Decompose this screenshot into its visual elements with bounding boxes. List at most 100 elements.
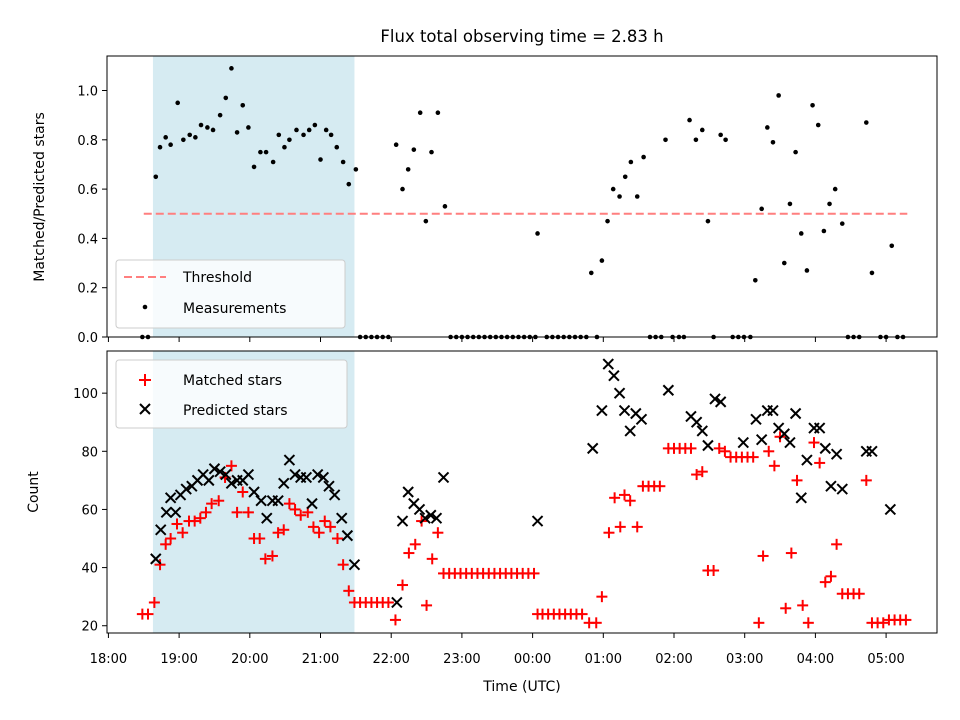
measurement-point: [588, 270, 594, 276]
predicted-star-point: [690, 416, 703, 428]
top-y-tick-label: 0.0: [77, 331, 98, 346]
predicted-star-point: [225, 477, 238, 489]
predicted-star-point: [155, 524, 167, 536]
predicted-star-point: [635, 413, 648, 426]
matched-star-point: [853, 588, 865, 600]
legend-matched-label: Matched stars: [183, 373, 282, 389]
bottom-y-tick-label: 80: [81, 445, 98, 460]
matched-star-point: [283, 498, 295, 510]
measurement-point: [287, 137, 292, 143]
top-y-tick-label: 0.6: [77, 183, 98, 198]
matched-star-point: [590, 617, 602, 629]
predicted-star-point: [437, 471, 450, 484]
measurement-point: [663, 137, 668, 143]
top-y-tick-label: 0.4: [77, 232, 98, 247]
chart-title: Flux total observing time = 2.83 h: [380, 27, 663, 46]
matched-star-point: [780, 602, 792, 614]
measurement-point: [869, 270, 875, 276]
predicted-star-point: [214, 465, 226, 478]
predicted-star-point: [430, 512, 443, 524]
matched-star-point: [154, 559, 166, 571]
predicted-star-point: [419, 512, 431, 524]
matched-star-point: [426, 553, 438, 565]
bottom-x-tick-label: 21:00: [302, 652, 339, 667]
measurement-point: [776, 93, 781, 98]
predicted-star-point: [323, 480, 335, 492]
measurement-point: [411, 147, 417, 152]
bottom-legend-box: [115, 359, 348, 429]
measurement-point: [353, 167, 359, 172]
measurement-point: [753, 278, 758, 283]
measurement-point: [163, 135, 168, 140]
matched-star-point: [877, 617, 889, 629]
predicted-star-point: [283, 454, 296, 466]
matched-star-point: [177, 527, 189, 539]
matched-star-point: [307, 521, 319, 533]
predicted-stars-points: [150, 358, 897, 609]
matched-star-point: [619, 489, 631, 501]
measurement-point: [318, 157, 323, 162]
bottom-x-tick-label: 00:00: [514, 652, 551, 667]
measurement-point: [393, 142, 399, 148]
matched-star-point: [791, 474, 803, 486]
legend-threshold-label: Threshold: [182, 270, 252, 286]
predicted-star-point: [261, 512, 273, 524]
measurement-point: [821, 228, 827, 234]
predicted-star-point: [778, 428, 790, 440]
predicted-star-point: [289, 468, 301, 481]
predicted-star-point: [255, 495, 267, 507]
measurement-point: [634, 194, 640, 199]
predicted-star-point: [830, 448, 843, 460]
bottom-x-tick-label: 05:00: [867, 652, 904, 667]
measurement-point: [270, 159, 276, 165]
predicted-star-point: [662, 384, 675, 396]
matched-star-point: [337, 559, 349, 571]
matched-star-point: [148, 596, 160, 608]
measurement-point: [641, 154, 646, 160]
legend-measurements-label: Measurements: [183, 301, 286, 317]
matched-star-point: [719, 445, 731, 457]
measurement-point: [827, 201, 832, 207]
measurement-point: [705, 218, 711, 224]
measurement-point: [765, 125, 770, 130]
matched-star-point: [814, 457, 826, 469]
predicted-star-point: [391, 596, 403, 609]
measurement-point: [442, 204, 448, 209]
legend-predicted-label: Predicted stars: [183, 403, 288, 419]
matched-star-point: [753, 617, 765, 629]
predicted-star-point: [618, 404, 631, 417]
measurement-point: [793, 149, 798, 155]
matched-star-point: [685, 442, 697, 454]
measurement-point: [205, 125, 210, 130]
measurement-point: [294, 127, 299, 133]
measurement-point: [157, 144, 163, 150]
matched-star-point: [708, 564, 720, 576]
measurement-point: [770, 139, 776, 145]
predicted-star-point: [608, 370, 620, 382]
bottom-y-tick-label: 60: [81, 503, 98, 518]
matched-star-point: [713, 442, 725, 454]
measurement-point: [693, 137, 699, 143]
matched-star-point: [576, 608, 588, 620]
measurement-point: [781, 260, 787, 266]
measurement-point: [217, 112, 223, 118]
measurement-point: [168, 142, 173, 148]
measurement-point: [599, 258, 605, 263]
predicted-star-point: [272, 495, 284, 507]
matched-star-point: [272, 527, 284, 539]
measurement-point: [815, 122, 821, 128]
measurement-point: [628, 159, 634, 165]
measurement-point: [435, 110, 441, 115]
matched-star-point: [631, 521, 643, 533]
matched-star-point: [603, 527, 615, 539]
matched-star-point: [819, 576, 831, 588]
measurement-point: [328, 132, 334, 138]
top-legend: Threshold Measurements: [115, 259, 346, 329]
measurement-point: [832, 186, 838, 192]
matched-star-point: [194, 512, 206, 524]
matched-star-point: [691, 469, 703, 481]
measurement-point: [340, 159, 346, 165]
matched-star-point: [319, 515, 331, 527]
predicted-star-point: [795, 492, 807, 504]
matched-star-point: [797, 599, 809, 611]
